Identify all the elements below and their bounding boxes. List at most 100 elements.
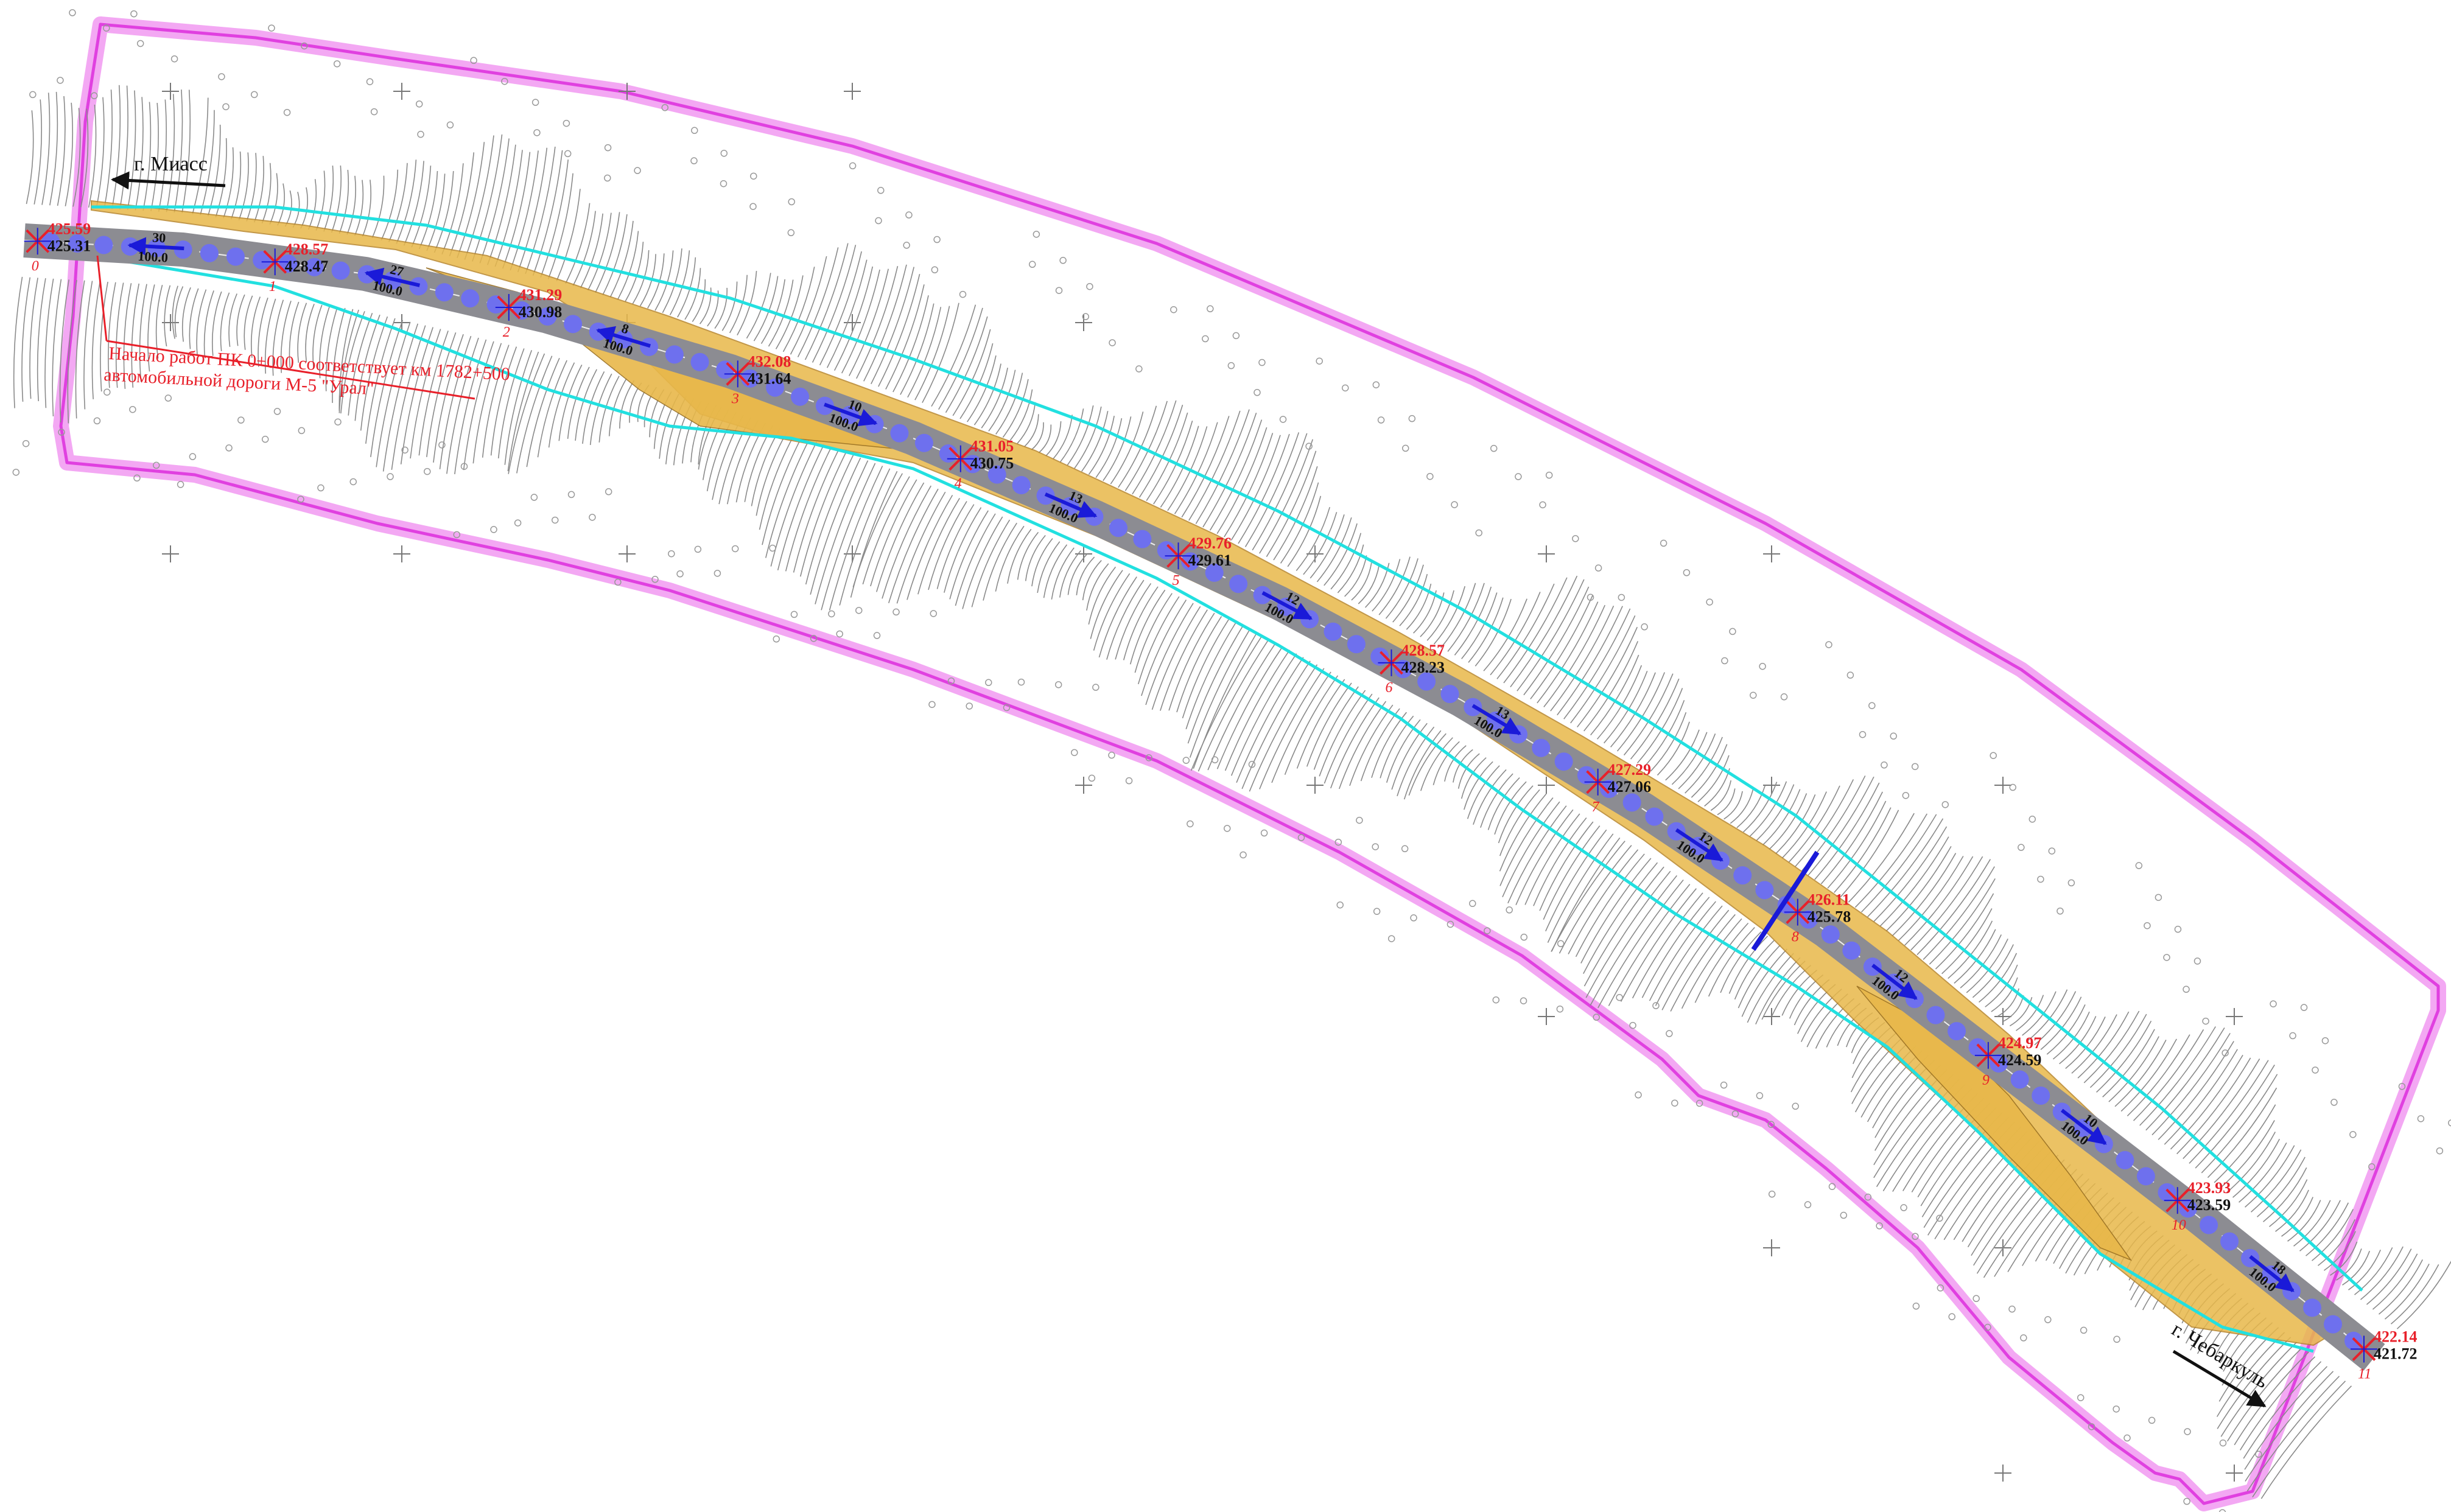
contour-line	[1460, 757, 1487, 799]
terrain-spot	[1557, 940, 1565, 948]
contour-line	[41, 93, 51, 205]
contour-line	[2201, 1074, 2278, 1174]
contour-line	[1570, 615, 1636, 724]
contour-line	[370, 320, 404, 457]
contour-line	[418, 170, 438, 250]
contour-line	[768, 279, 794, 347]
road-dot	[1554, 752, 1573, 771]
terrain-spot	[91, 92, 98, 99]
contour-line	[119, 85, 128, 210]
contour-line	[595, 212, 620, 293]
contour-line	[580, 213, 603, 289]
contour-line	[1141, 600, 1187, 696]
terrain-spot	[1520, 997, 1527, 1004]
road-dot	[1417, 672, 1436, 691]
contour-line	[215, 138, 227, 217]
road-dot	[2136, 1167, 2155, 1186]
contour-line	[1827, 800, 1887, 889]
contour-line	[174, 286, 184, 337]
terrain-spot	[720, 180, 728, 187]
grid-cross	[619, 83, 636, 100]
contour-line	[1499, 793, 1547, 872]
contour-line	[936, 504, 975, 589]
terrain-spot	[2300, 1004, 2308, 1011]
contour-line	[1533, 817, 1587, 906]
road-dot	[68, 234, 86, 253]
contour-line	[699, 287, 712, 324]
contour-line	[346, 175, 356, 235]
contour-line	[1174, 422, 1218, 514]
contour-line	[1641, 897, 1710, 998]
contour-line	[111, 85, 121, 209]
contour-line	[164, 285, 171, 347]
contour-line	[297, 303, 307, 363]
contour-line	[810, 457, 861, 595]
contour-line	[1017, 531, 1039, 580]
contour-line	[211, 291, 222, 356]
terrain-spot	[1629, 1021, 1636, 1029]
contour-line	[1380, 715, 1414, 779]
contour-line	[2239, 1143, 2287, 1203]
contour-line	[1496, 583, 1555, 679]
station-number: 3	[731, 391, 739, 407]
contour-line	[1447, 583, 1485, 652]
contour-line	[575, 369, 597, 441]
terrain-spot	[2202, 1017, 2209, 1025]
contour-line	[1775, 794, 1816, 855]
terrain-spot	[1876, 1222, 1883, 1230]
contour-line	[181, 89, 191, 213]
contour-line	[1781, 791, 1827, 859]
contour-line	[354, 314, 380, 421]
terrain-spot	[1059, 257, 1067, 264]
road-dot	[1394, 660, 1412, 679]
contour-line	[166, 94, 175, 212]
contour-line	[1708, 927, 1755, 997]
contour-line	[2342, 1250, 2371, 1286]
contour-line	[348, 313, 373, 416]
contour-line	[331, 165, 342, 233]
contour-line	[1590, 875, 1678, 1006]
contour-line	[2287, 1200, 2321, 1242]
contour-line	[91, 281, 101, 399]
contour-line	[1115, 583, 1152, 660]
contour-line	[123, 283, 132, 389]
contour-line	[1580, 858, 1652, 964]
contour-line	[307, 179, 317, 230]
terrain-spot	[1071, 749, 1078, 757]
contour-line	[155, 284, 163, 359]
station-existing-elevation: 421.72	[2374, 1345, 2418, 1362]
contour-line	[1543, 604, 1606, 708]
contour-line	[1499, 789, 1540, 856]
contour-line	[1051, 547, 1075, 600]
terrain-spot	[1401, 845, 1409, 853]
station-number: 10	[2172, 1217, 2186, 1233]
contour-line	[1737, 944, 1781, 1009]
contour-line	[558, 364, 583, 441]
contour-line	[115, 282, 124, 388]
terrain-spot	[903, 242, 910, 249]
terrain-spot	[1936, 1214, 1943, 1222]
contour-line	[1187, 626, 1243, 744]
contour-line	[230, 151, 242, 220]
contour-line	[1082, 559, 1102, 601]
contour-line	[203, 290, 214, 358]
terrain-spot	[931, 266, 939, 274]
slope-label: 30 100.0	[127, 229, 184, 265]
contour-line	[2260, 1385, 2352, 1499]
contour-line	[1031, 422, 1044, 450]
terrain-spot	[694, 545, 702, 553]
contour-line	[508, 353, 545, 474]
contour-line	[2009, 996, 2033, 1027]
contour-line	[2252, 1381, 2346, 1498]
contour-line	[360, 316, 388, 431]
contour-line	[1720, 931, 1762, 993]
contour-line	[587, 212, 612, 291]
terrain-spot	[651, 576, 659, 583]
contour-line	[582, 371, 605, 444]
contour-line	[907, 307, 942, 398]
contour-line	[1403, 730, 1442, 800]
contour-line	[1145, 603, 1194, 705]
contour-line	[619, 380, 635, 429]
